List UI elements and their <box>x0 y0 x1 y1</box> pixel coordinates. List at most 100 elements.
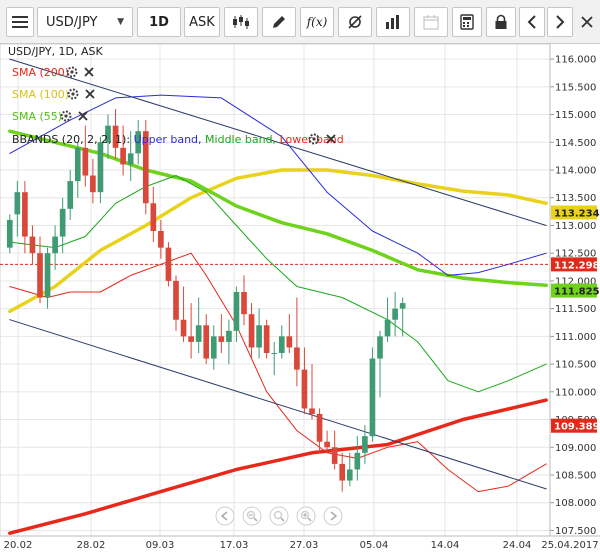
candle-down <box>301 369 308 409</box>
candle-up <box>195 325 202 342</box>
candle-up <box>59 208 66 237</box>
bar-chart-icon <box>386 15 399 29</box>
indicator-channel-lower <box>9 319 547 490</box>
x-tick-label: 09.03 <box>146 540 175 551</box>
chart-area[interactable]: 107.500108.000108.500109.000109.500110.0… <box>0 44 600 552</box>
candle-up <box>52 236 58 254</box>
gear-icon[interactable] <box>67 88 79 100</box>
chevron-left-icon <box>527 15 536 29</box>
candle-up <box>354 452 361 470</box>
candle-down <box>142 131 149 204</box>
candle-down <box>165 247 172 281</box>
y-tick-label: 107.500 <box>555 526 596 537</box>
candle-down <box>180 319 187 337</box>
price-badge-label: 113.234 <box>554 208 600 219</box>
candle-down <box>29 236 36 254</box>
indicator-sma-200 <box>8 398 548 535</box>
close-button[interactable] <box>575 7 599 37</box>
candle-down <box>286 336 293 348</box>
toolbar: USD/JPY ▼ 1D ASK f(x) <box>0 0 600 44</box>
candle-down <box>188 336 194 342</box>
next-button[interactable] <box>547 7 573 37</box>
price-badge-label: 112.298 <box>554 260 600 271</box>
pencil-icon <box>273 16 285 28</box>
candle-down <box>263 325 270 353</box>
candle-down <box>37 253 43 298</box>
legend-bbands[interactable]: BBANDS (20, 2, 2, 1): Upper band, Middle… <box>12 133 344 146</box>
volume-button[interactable] <box>376 7 410 37</box>
y-tick-label: 115.000 <box>555 110 596 121</box>
price-badge-label: 111.825 <box>554 287 600 298</box>
x-tick-label: 24.04 <box>503 540 532 551</box>
candle-up <box>377 336 383 359</box>
zoom-in-button[interactable] <box>296 506 316 526</box>
grid <box>0 44 551 537</box>
close-icon <box>581 16 593 28</box>
y-tick-label: 109.000 <box>555 443 596 454</box>
time-axis: 20.02 28.02 09.03 17.03 27.03 05.04 14.04 24.04… <box>0 535 600 551</box>
lock-button[interactable] <box>486 7 516 37</box>
close-icon[interactable] <box>84 67 94 77</box>
indicator-bb-lower <box>9 252 547 493</box>
candle-up <box>369 358 376 437</box>
indicator-bb-middle <box>9 175 547 393</box>
gear-icon[interactable] <box>66 66 78 78</box>
candlesticks <box>6 109 406 492</box>
plot-frame <box>0 44 551 537</box>
price-badge-label: 109.389 <box>554 422 600 433</box>
candle-down <box>120 147 126 165</box>
gear-icon[interactable] <box>308 133 320 145</box>
candle-up <box>278 336 285 353</box>
calculator-button[interactable] <box>452 7 482 37</box>
gear-icon[interactable] <box>60 110 72 122</box>
candlestick-icon <box>233 15 249 29</box>
y-tick-label: 116.000 <box>555 55 596 66</box>
symbol-select[interactable]: USD/JPY ▼ <box>37 7 133 37</box>
candle-down <box>241 292 247 315</box>
price-axis: 107.500108.000108.500109.000109.500110.0… <box>549 44 596 537</box>
chevron-down-icon: ▼ <box>117 17 124 27</box>
close-icon[interactable] <box>326 134 336 144</box>
candle-down <box>90 175 96 193</box>
candle-up <box>271 353 278 354</box>
y-tick-label: 110.500 <box>555 360 596 371</box>
legend-sma100[interactable]: SMA (100) <box>12 88 69 101</box>
candle-up <box>256 325 262 348</box>
chevron-left-icon <box>220 511 228 521</box>
hide-drawings-button[interactable] <box>338 7 372 37</box>
legend-sma200[interactable]: SMA (200) <box>12 66 69 79</box>
candle-up <box>97 142 104 193</box>
candle-down <box>173 280 179 320</box>
indicators-button[interactable]: f(x) <box>300 7 334 37</box>
candle-down <box>112 125 119 148</box>
price-badge <box>551 257 597 272</box>
draw-tool-button[interactable] <box>262 7 296 37</box>
calendar-button[interactable] <box>414 7 448 37</box>
x-tick-label: 28.02 <box>77 540 106 551</box>
chart-header: USD/JPY, 1D, ASK <box>8 45 104 58</box>
y-tick-label: 108.500 <box>555 471 596 482</box>
scroll-left-button[interactable] <box>215 506 235 526</box>
timeframe-select[interactable]: 1D <box>137 7 181 37</box>
close-icon[interactable] <box>78 111 88 121</box>
scroll-right-button[interactable] <box>323 506 343 526</box>
candle-up <box>392 308 398 320</box>
candle-up <box>384 319 391 337</box>
reset-zoom-button[interactable] <box>269 506 289 526</box>
price-type-label: ASK <box>189 14 215 30</box>
candle-up <box>44 253 51 298</box>
timeframe-label: 1D <box>149 14 169 30</box>
x-tick-label: 14.04 <box>431 540 460 551</box>
y-tick-label: 111.000 <box>555 332 596 343</box>
prev-button[interactable] <box>519 7 545 37</box>
price-type-select[interactable]: ASK <box>184 7 220 37</box>
candle-down <box>309 408 315 414</box>
menu-button[interactable] <box>6 7 34 37</box>
legend-sma55[interactable]: SMA (55) <box>12 110 62 123</box>
zoom-out-button[interactable] <box>242 506 262 526</box>
candle-up <box>399 303 406 309</box>
candle-down <box>218 336 225 342</box>
close-icon[interactable] <box>85 89 95 99</box>
candle-down <box>150 203 157 231</box>
chart-type-button[interactable] <box>224 7 258 37</box>
